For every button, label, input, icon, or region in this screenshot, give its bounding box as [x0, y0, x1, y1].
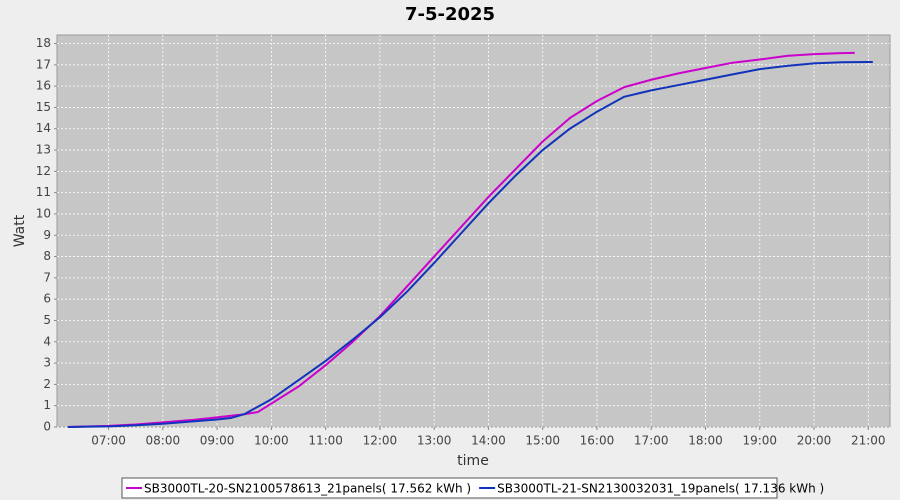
x-tick-label: 11:00: [308, 434, 343, 448]
x-tick-label: 09:00: [200, 434, 235, 448]
y-tick-label: 1: [43, 398, 51, 412]
x-tick-label: 17:00: [634, 434, 669, 448]
x-tick-label: 21:00: [851, 434, 886, 448]
legend-label: SB3000TL-20-SN2100578613_21panels( 17.56…: [144, 482, 471, 496]
x-tick-label: 16:00: [580, 434, 615, 448]
plot-area: [56, 34, 891, 428]
y-tick-label: 5: [43, 313, 51, 327]
y-tick-label: 0: [43, 420, 51, 434]
x-tick-label: 19:00: [742, 434, 777, 448]
y-tick-label: 7: [43, 270, 51, 284]
y-tick-label: 2: [43, 377, 51, 391]
x-tick-label: 20:00: [797, 434, 832, 448]
x-tick-label: 12:00: [363, 434, 398, 448]
y-tick-label: 17: [36, 57, 51, 71]
chart-title: 7-5-2025: [405, 4, 495, 25]
x-axis-label: time: [457, 453, 489, 469]
x-tick-label: 13:00: [417, 434, 452, 448]
y-axis-label: Watt: [12, 214, 28, 247]
y-tick-label: 16: [36, 79, 51, 93]
series-line: [67, 51, 855, 428]
y-tick-label: 11: [36, 185, 51, 199]
y-tick-label: 10: [36, 206, 51, 220]
x-tick-label: 14:00: [471, 434, 506, 448]
y-tick-label: 4: [43, 334, 51, 348]
x-tick-label: 15:00: [525, 434, 560, 448]
legend-label: SB3000TL-21-SN2130032031_19panels( 17.13…: [497, 482, 824, 496]
x-tick-label: 08:00: [146, 434, 181, 448]
y-tick-label: 6: [43, 292, 51, 306]
y-tick-label: 14: [36, 121, 51, 135]
series-line: [67, 61, 873, 428]
x-tick-label: 07:00: [91, 434, 126, 448]
y-tick-label: 9: [43, 228, 51, 242]
y-tick-label: 12: [36, 164, 51, 178]
x-tick-label: 18:00: [688, 434, 723, 448]
y-tick-label: 18: [36, 36, 51, 50]
x-tick-label: 10:00: [254, 434, 289, 448]
y-tick-label: 13: [36, 143, 51, 157]
y-tick-label: 15: [36, 100, 51, 114]
legend: [121, 477, 778, 499]
y-tick-label: 8: [43, 249, 51, 263]
y-tick-label: 3: [43, 356, 51, 370]
